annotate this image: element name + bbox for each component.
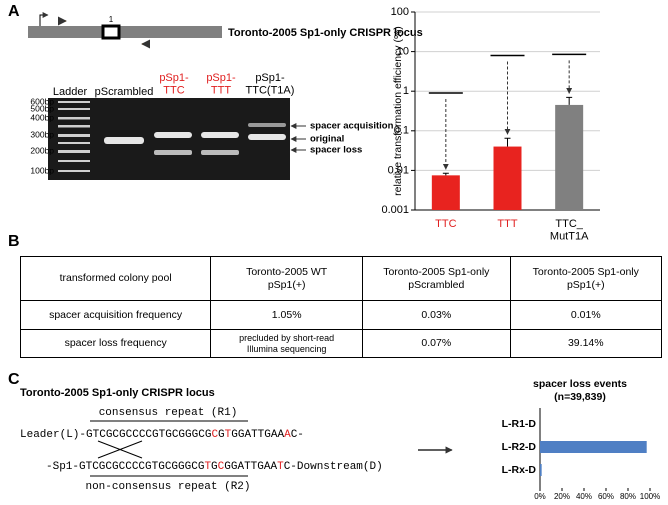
ladder-size: 300bp: [30, 129, 54, 139]
table-row: spacer acquisition frequency 1.05% 0.03% 0.…: [19, 300, 663, 330]
chart-subtitle: (n=39,839): [554, 391, 606, 403]
y-tick-label: 10: [397, 46, 409, 58]
sequence-segment: G: [218, 429, 225, 441]
repeat-label: consensus repeat (R1): [99, 407, 238, 419]
category-label: L-R2-D: [502, 441, 537, 453]
promoter-arrow: [39, 12, 49, 26]
chart-title: spacer loss events: [533, 378, 627, 390]
category-label: L-Rx-D: [502, 464, 537, 476]
x-tick-label: 20%: [554, 492, 570, 501]
sequence-segment: C: [211, 429, 218, 441]
sequence-segment: C-: [291, 429, 304, 441]
bar: [555, 104, 584, 210]
table-cell: 0.03%: [362, 300, 511, 330]
table-row: transformed colony pool Toronto-2005 WT p…: [19, 256, 663, 301]
ladder-size: 400bp: [30, 112, 54, 122]
bar: [493, 146, 522, 210]
spacer-box: [101, 24, 121, 40]
band-annotation: original: [310, 134, 344, 145]
sequence-segment: C: [218, 461, 225, 473]
sequence-segment: C-Downstream(D): [284, 461, 383, 473]
sequence-segment: A: [284, 429, 291, 441]
repeat-label: non-consensus repeat (R2): [85, 481, 250, 493]
sequence-segment: GGATTGAA: [224, 461, 277, 473]
lane-label: pSp1-TTC(T1A): [246, 72, 295, 97]
sequence-segment: T: [225, 429, 232, 441]
sequence-segment: G: [211, 461, 218, 473]
ladder-size: 200bp: [30, 145, 54, 155]
lane-label: pSp1-TTT: [206, 72, 236, 97]
lane-label: pScrambled: [95, 86, 154, 98]
table-cell: transformed colony pool: [19, 256, 212, 301]
sequence-segment: T: [204, 461, 211, 473]
sequence-title: Toronto-2005 Sp1-only CRISPR locus: [20, 387, 215, 399]
table-cell: 39.14%: [509, 329, 663, 358]
y-tick-label: 0.001: [381, 204, 409, 216]
sequence-line: -Sp1-GTCGCGCCCCGTGCGGGCGTGCGGATTGAATC-Do…: [46, 461, 383, 473]
x-tick-label: 0%: [534, 492, 546, 501]
y-tick-label: 0.01: [388, 164, 409, 176]
table-row: spacer loss frequency precluded by short-…: [19, 329, 663, 358]
table-cell: precluded by short-read Illumina sequenc…: [210, 329, 364, 358]
band-annotation: spacer loss: [310, 145, 362, 156]
table-cell: spacer acquisition frequency: [19, 300, 212, 330]
locus-bar: [28, 26, 222, 38]
error-bar: [504, 137, 511, 147]
table-cell: Toronto-2005 Sp1-only pScrambled: [362, 256, 511, 301]
exon-label: 1: [109, 15, 114, 24]
x-tick-label: 80%: [620, 492, 636, 501]
sequence-segment: T: [277, 461, 284, 473]
x-tick-label: 40%: [576, 492, 592, 501]
sample-bands: [104, 123, 286, 155]
sequence-line: Leader(L)-GTCGCGCCCCGTGCGGGCGCGTGGATTGAA…: [20, 429, 304, 441]
bar: [431, 175, 460, 210]
y-tick-label: 1: [403, 85, 409, 97]
x-tick-label: 60%: [598, 492, 614, 501]
y-tick-label: 0.1: [394, 125, 409, 137]
table-cell: Toronto-2005 Sp1-only pSp1(+): [509, 256, 663, 301]
bar: [540, 441, 647, 453]
category-label: L-R1-D: [502, 418, 537, 430]
sequence-segment: GGATTGAA: [231, 429, 284, 441]
ladder-bands: [58, 101, 90, 172]
sequence-segment: Leader(L)-GTCGCGCCCCGTGCGGGCG: [20, 429, 211, 441]
x-tick-label: TTC: [435, 218, 456, 230]
table-cell: spacer loss frequency: [19, 329, 212, 358]
band-annotation: spacer acquisition: [310, 121, 394, 132]
ladder-size: 500bp: [30, 103, 54, 113]
sequence-segment: -Sp1-GTCGCGCCCCGTGCGGGCG: [46, 461, 204, 473]
table-cell: Toronto-2005 WT pSp1(+): [210, 256, 364, 301]
y-tick-label: 100: [391, 6, 409, 18]
table-cell: 0.01%: [509, 300, 663, 330]
table-cell: 0.07%: [362, 329, 511, 358]
y-axis-label: relative transformation efficiency (%): [392, 26, 404, 196]
x-tick-label: 100%: [640, 492, 660, 501]
x-tick-label: TTT: [497, 218, 517, 230]
x-tick-label: TTC_ MutT1A: [550, 218, 589, 243]
error-bar: [566, 96, 573, 105]
panel-label: A: [8, 3, 20, 20]
panel-label: B: [8, 233, 20, 250]
ladder-label: Ladder: [53, 86, 88, 98]
frequency-table: transformed colony pool Toronto-2005 WT p…: [19, 256, 663, 358]
ladder-size: 100bp: [30, 165, 54, 175]
error-bar: [442, 172, 449, 176]
ladder-size: 600bp: [30, 96, 54, 106]
table-cell: 1.05%: [210, 300, 364, 330]
locus-title: Toronto-2005 Sp1-only CRISPR locus: [228, 27, 423, 39]
bar: [540, 464, 542, 476]
panel-label: C: [8, 371, 20, 388]
lane-label: pSp1-TTC: [159, 72, 189, 97]
crossover-line: [97, 440, 143, 459]
